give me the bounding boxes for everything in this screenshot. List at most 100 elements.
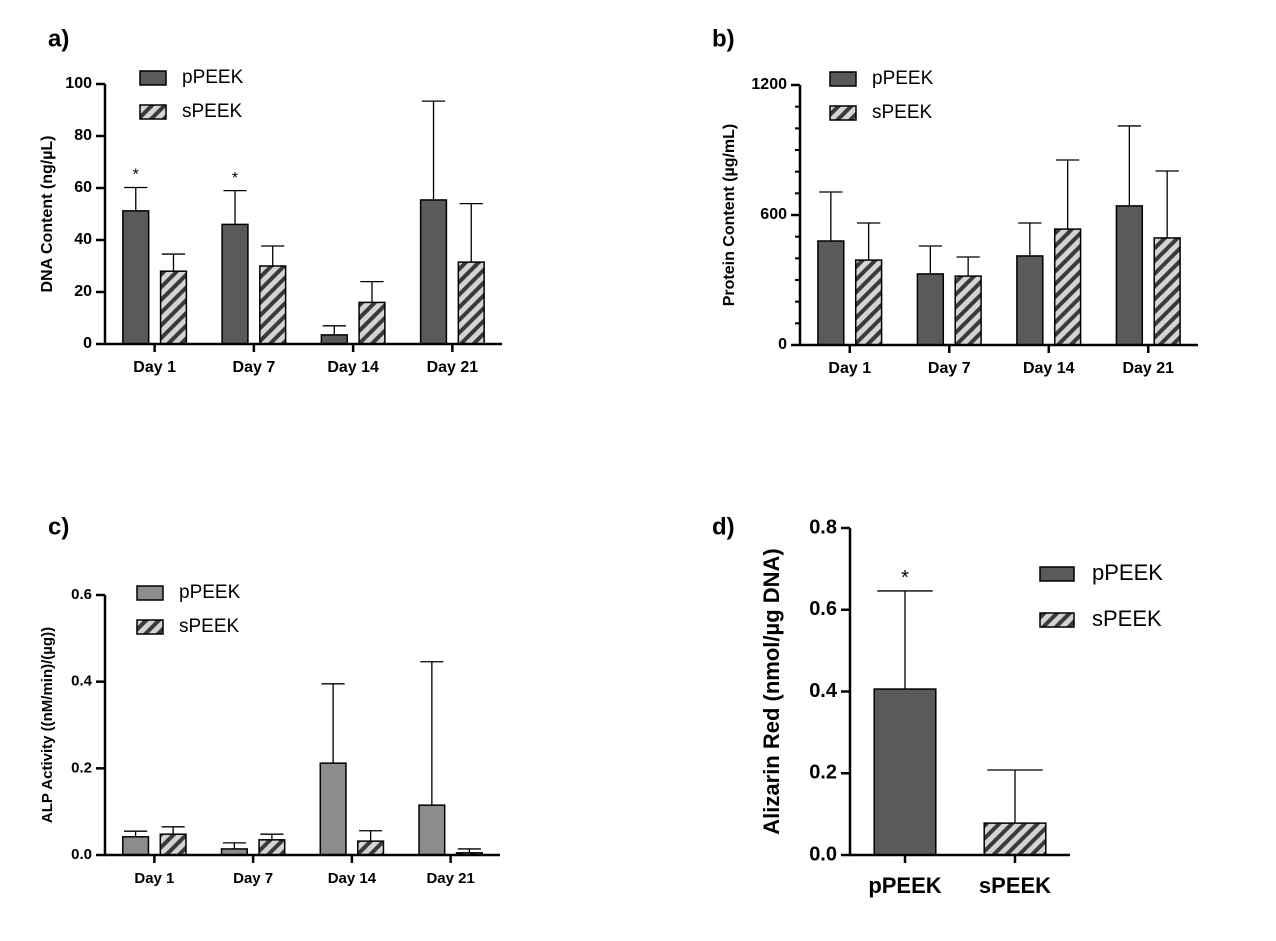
bar (258, 839, 286, 856)
error-bar (1056, 159, 1080, 230)
error-bar (223, 189, 247, 225)
error-bar (857, 222, 881, 261)
error-bar (1018, 222, 1042, 256)
x-tick-label: Day 21 (427, 359, 479, 376)
panel-label: d) (712, 513, 735, 540)
chart-panel: c) ALP Activity ((nM/min)/(µg)) 0.0 0.2 0.4 0… (39, 513, 500, 887)
error-bar (420, 661, 444, 806)
legend-swatch (136, 585, 164, 601)
bar (954, 275, 982, 346)
legend-label: pPEEK (179, 582, 241, 603)
bar (419, 199, 448, 345)
significance-marker: * (232, 170, 238, 187)
y-tick-label: 100 (65, 75, 92, 92)
y-axis-label: ALP Activity ((nM/min)/(µg)) (39, 627, 56, 823)
x-tick-label: sPEEK (979, 873, 1051, 898)
x-tick-label: pPEEK (868, 873, 941, 898)
y-axis-label: Protein Content (µg/mL) (721, 124, 738, 307)
legend-swatch (136, 619, 164, 635)
legend-label: pPEEK (182, 67, 244, 88)
y-axis-label: DNA Content (ng/µL) (39, 135, 56, 292)
bar (122, 836, 150, 856)
y-tick-label: 0.4 (809, 680, 838, 702)
axes (848, 528, 1070, 857)
y-tick-label: 40 (74, 231, 92, 248)
legend-swatch (1039, 566, 1075, 582)
x-tick-label: Day 14 (328, 870, 377, 887)
bar (159, 833, 187, 856)
y-tick-label: 1200 (751, 76, 787, 93)
error-bar (161, 253, 186, 272)
error-bar (260, 833, 284, 840)
bar (457, 261, 485, 345)
chart-panel: a) DNA Content (ng/µL) 0 20 40 60 80 100 * Day 1 *… (39, 25, 502, 376)
bar (358, 301, 386, 345)
bar (418, 804, 446, 856)
error-bar (421, 100, 446, 200)
legend-label: sPEEK (1092, 606, 1162, 631)
legend-label: sPEEK (179, 616, 240, 637)
legend-label: pPEEK (872, 68, 934, 89)
legend-label: sPEEK (182, 101, 243, 122)
legend-label: sPEEK (872, 102, 933, 123)
error-bar (918, 245, 942, 274)
y-tick-label: 20 (74, 283, 92, 300)
y-tick-label: 60 (74, 179, 92, 196)
bar (1153, 237, 1181, 346)
bar (916, 273, 945, 346)
panel-label: a) (48, 25, 69, 52)
bar (159, 270, 188, 345)
y-tick-label: 0.6 (809, 598, 837, 620)
legend-swatch (139, 70, 167, 86)
error-bar (124, 830, 148, 837)
y-tick-label: 80 (74, 127, 92, 144)
error-bar (322, 325, 346, 335)
panel-label: b) (712, 25, 735, 52)
legend-swatch (829, 105, 857, 121)
axes (103, 595, 500, 857)
bar (1016, 255, 1044, 346)
bar (1053, 228, 1082, 346)
bar (319, 762, 347, 856)
y-tick-label: 0.8 (809, 516, 837, 538)
error-bar (1155, 170, 1179, 238)
y-tick-label: 0 (778, 336, 787, 353)
y-tick-label: 0.0 (809, 843, 837, 865)
panel-label: c) (48, 513, 69, 540)
x-tick-label: Day 21 (1122, 360, 1174, 377)
x-tick-label: Day 7 (233, 359, 276, 376)
chart-panel: d) Alizarin Red (nmol/µg DNA) 0.0 0.2 0.4 0.6… (712, 513, 1163, 897)
x-tick-label: Day 21 (426, 870, 474, 887)
legend-swatch (829, 71, 857, 87)
bar (221, 223, 249, 345)
error-bar (124, 186, 148, 211)
bar (122, 210, 150, 345)
bar (1115, 205, 1144, 346)
y-tick-label: 0.6 (71, 586, 92, 603)
error-bar (359, 830, 383, 842)
legend-swatch (139, 104, 167, 120)
x-tick-label: Day 7 (233, 870, 273, 887)
x-tick-label: Day 1 (134, 870, 174, 887)
x-tick-label: Day 1 (133, 359, 176, 376)
x-tick-label: Day 7 (928, 360, 971, 377)
error-bar (261, 245, 285, 266)
error-bar (321, 683, 345, 764)
legend-label: pPEEK (1092, 560, 1163, 585)
error-bar (1117, 125, 1141, 206)
error-bar (987, 769, 1043, 824)
y-tick-label: 0.0 (71, 846, 92, 863)
bar (873, 688, 937, 856)
y-axis-label: Alizarin Red (nmol/µg DNA) (759, 548, 784, 834)
error-bar (360, 280, 384, 303)
significance-marker: * (133, 167, 139, 184)
y-tick-label: 600 (760, 206, 787, 223)
y-tick-label: 0.2 (809, 762, 837, 784)
bar (983, 822, 1047, 856)
bar (259, 265, 287, 345)
x-tick-label: Day 14 (327, 359, 379, 376)
bar (357, 840, 385, 856)
error-bar (222, 842, 246, 849)
y-tick-label: 0.4 (71, 673, 93, 690)
